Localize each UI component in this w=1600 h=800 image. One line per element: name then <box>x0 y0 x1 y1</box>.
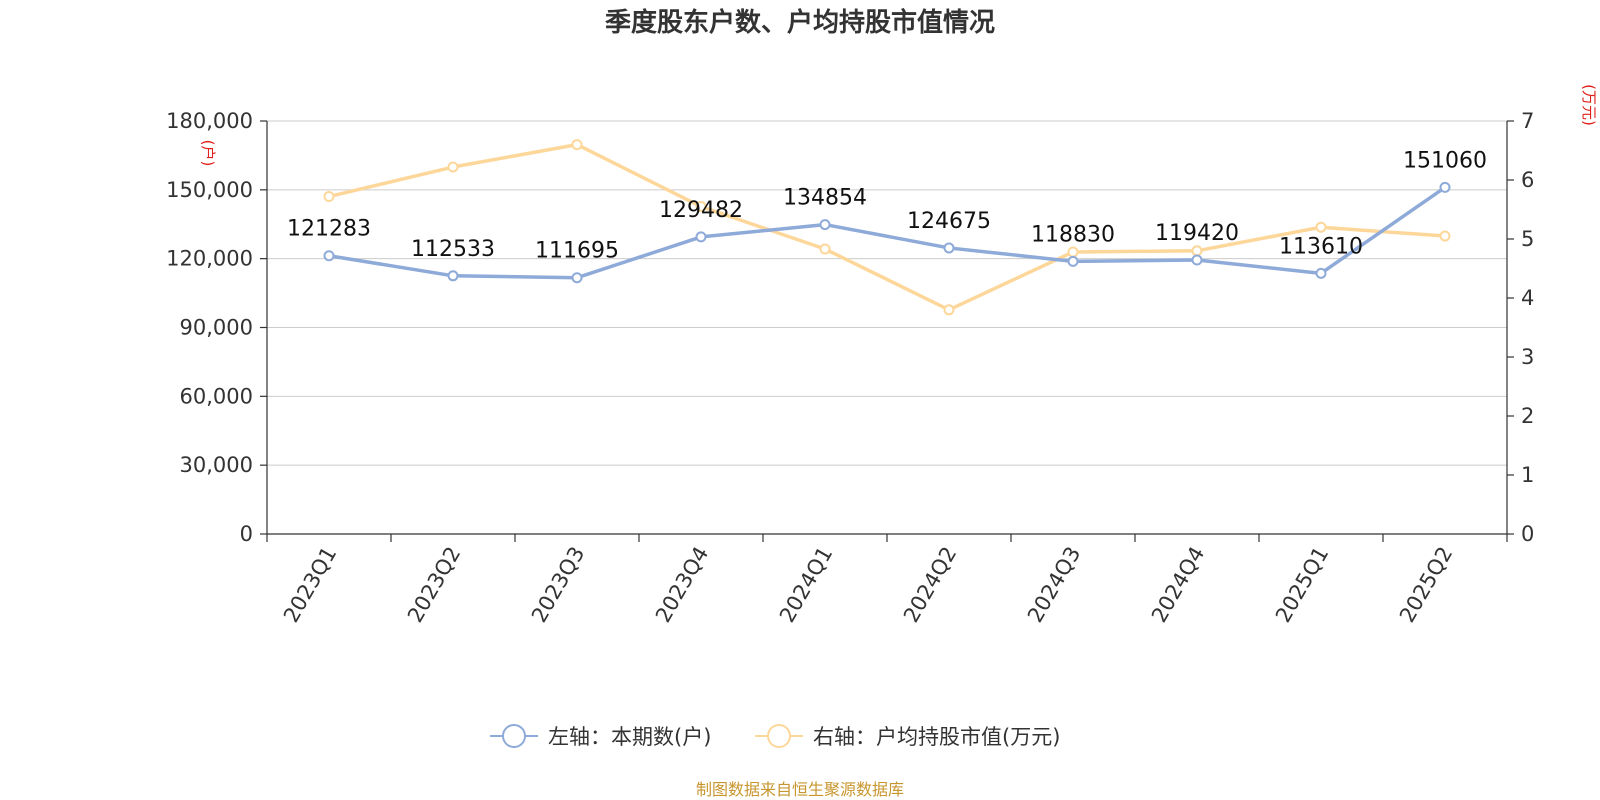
point-avg-value <box>1191 245 1203 257</box>
y-left-tick-label: 90,000 <box>180 316 253 340</box>
data-label: 111695 <box>535 239 619 264</box>
point-holders <box>571 272 583 284</box>
data-label: 121283 <box>287 217 371 242</box>
point-holders <box>1191 254 1203 266</box>
legend[interactable]: 左轴：本期数(户) 右轴：户均持股市值(万元) <box>490 724 1060 749</box>
data-labels: 121283 112533 111695 129482 134854 124675 1188… <box>287 148 1487 263</box>
point-avg-value <box>943 304 955 316</box>
point-holders <box>1067 255 1079 267</box>
legend-marker <box>502 724 526 748</box>
series-layer <box>323 139 1451 316</box>
x-tick-label: 2025Q1 <box>1271 543 1333 627</box>
point-holders <box>1439 181 1451 193</box>
x-tick-label: 2024Q3 <box>1023 543 1085 627</box>
y-right-tick-label: 2 <box>1521 404 1534 428</box>
legend-label: 左轴：本期数(户) <box>548 725 711 749</box>
series-line-avg-value <box>328 142 1446 312</box>
point-avg-value <box>1315 221 1327 233</box>
y-right-tick-label: 6 <box>1521 168 1534 192</box>
point-avg-value <box>695 201 707 213</box>
y-left-tick-label: 150,000 <box>166 178 253 202</box>
point-avg-value <box>1439 230 1451 242</box>
legend-label: 右轴：户均持股市值(万元) <box>813 725 1060 749</box>
x-tick-label: 2023Q2 <box>403 543 465 627</box>
legend-marker <box>767 724 791 748</box>
point-holders <box>447 270 459 282</box>
chart-title: 季度股东户数、户均持股市值情况 <box>605 7 995 38</box>
x-tick-label: 2023Q3 <box>527 543 589 627</box>
x-tick-label: 2024Q2 <box>899 543 961 627</box>
legend-item-avg-value[interactable]: 右轴：户均持股市值(万元) <box>755 724 1060 749</box>
x-tick-label: 2023Q4 <box>651 543 713 627</box>
x-axis: 2023Q1 2023Q2 2023Q3 2023Q4 2024Q1 2024Q2 2024… <box>266 534 1508 627</box>
point-holders <box>323 250 335 262</box>
y-right-unit: (万元) <box>1580 84 1598 126</box>
source-note: 制图数据来自恒生聚源数据库 <box>696 780 904 799</box>
data-label: 129482 <box>659 198 743 223</box>
y-right-tick-label: 0 <box>1521 522 1534 546</box>
data-label: 119420 <box>1155 221 1239 246</box>
y-left-tick-label: 180,000 <box>166 109 253 133</box>
legend-item-holders[interactable]: 左轴：本期数(户) <box>490 724 711 749</box>
y-left-tick-label: 30,000 <box>180 453 253 477</box>
data-label: 112533 <box>411 237 495 262</box>
x-tick-label: 2025Q2 <box>1395 543 1457 627</box>
point-avg-value <box>323 191 335 203</box>
y-right-tick-label: 1 <box>1521 463 1534 487</box>
x-tick-label: 2024Q1 <box>775 543 837 627</box>
data-label: 113610 <box>1279 234 1363 259</box>
y-left-tick-label: 60,000 <box>180 384 253 408</box>
point-holders <box>819 219 831 231</box>
x-tick-label: 2023Q1 <box>279 543 341 627</box>
data-label: 124675 <box>907 209 991 234</box>
y-right-tick-label: 3 <box>1521 345 1534 369</box>
y-left-tick-label: 120,000 <box>166 247 253 271</box>
point-holders <box>943 242 955 254</box>
point-avg-value <box>447 161 459 173</box>
point-holders <box>695 231 707 243</box>
series-line-holders <box>328 185 1446 280</box>
y-right-tick-label: 5 <box>1521 227 1534 251</box>
y-left-unit: (户) <box>199 140 217 167</box>
data-label: 118830 <box>1031 222 1115 247</box>
y-right-tick-label: 7 <box>1521 109 1534 133</box>
y-axis-left: 0 30,000 60,000 90,000 120,000 150,000 180,000… <box>166 109 267 546</box>
y-axis-right: 0 1 2 3 4 5 6 7 (万元) <box>1507 84 1598 546</box>
y-right-tick-label: 4 <box>1521 286 1534 310</box>
x-tick-label: 2024Q4 <box>1147 543 1209 627</box>
y-left-tick-label: 0 <box>240 522 253 546</box>
data-label: 134854 <box>783 186 867 211</box>
grid-lines <box>267 120 1507 466</box>
point-avg-value <box>819 243 831 255</box>
point-avg-value <box>571 139 583 151</box>
point-holders <box>1315 267 1327 279</box>
data-label: 151060 <box>1403 148 1487 173</box>
point-avg-value <box>1067 246 1079 258</box>
